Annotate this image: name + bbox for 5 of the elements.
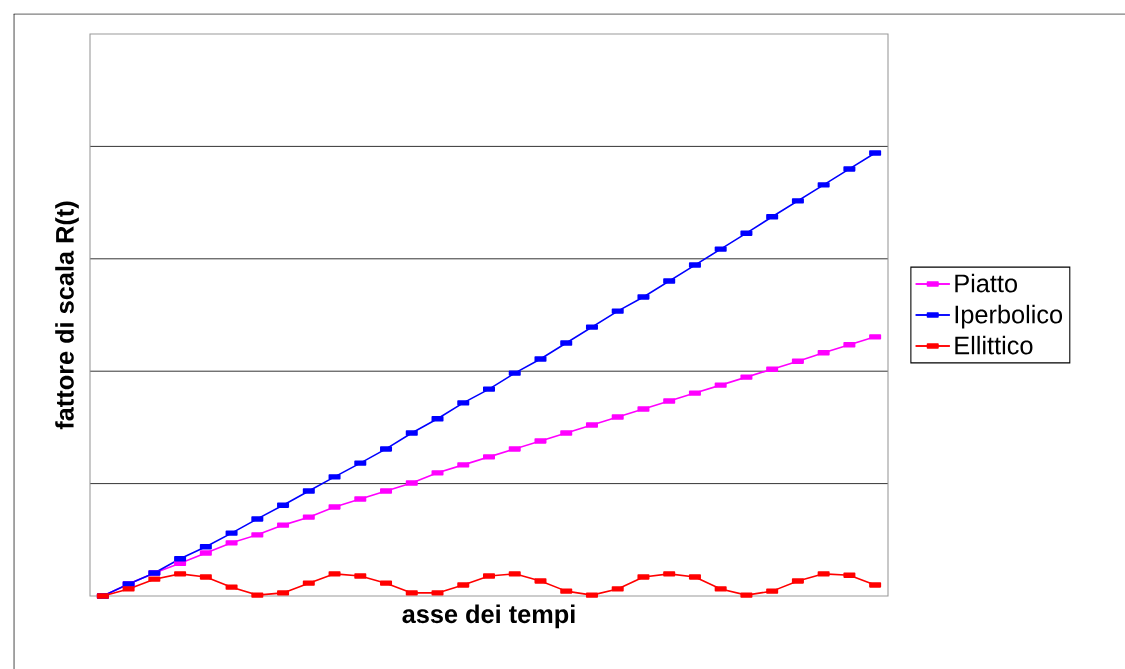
legend-label: Piatto — [955, 273, 1018, 293]
x-axis-title: asse dei tempi — [402, 604, 575, 629]
legend-label: Ellittico — [955, 335, 1033, 355]
y-axis-title: fattore di scala R(t) — [55, 201, 79, 430]
legend-label: Iperbolico — [955, 304, 1063, 329]
